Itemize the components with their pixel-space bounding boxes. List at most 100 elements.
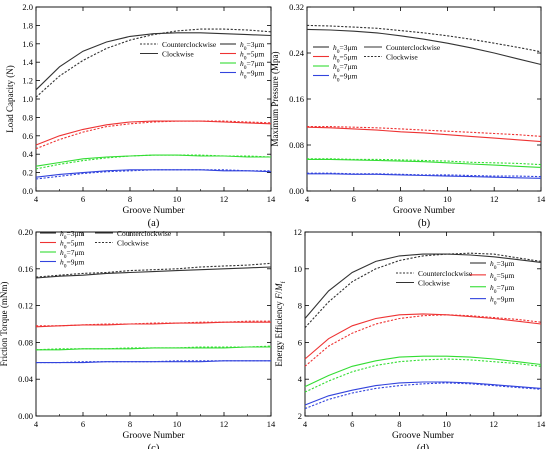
x-axis-label: Groove Number	[392, 431, 455, 441]
x-tick-label: 12	[490, 194, 499, 204]
x-tick-label: 8	[398, 194, 402, 204]
legend-h-sub: 0	[337, 49, 340, 55]
series-line-h9-dashed	[36, 360, 271, 364]
y-tick-label: 0.8	[22, 112, 33, 122]
legend: h0=3μmh0=5μmh0=7μmh0=9μmCounterclockwise…	[313, 43, 441, 84]
y-tick-label: 10	[294, 264, 303, 274]
y-axis-label: Maximum Pressure (Mpa)	[270, 52, 280, 147]
y-tick-label: 0.2	[22, 168, 33, 178]
y-axis-label: Friction Torque (mNm)	[0, 282, 9, 367]
legend-h-value: =3μm	[340, 43, 358, 52]
legend-h-symbol: h	[60, 258, 64, 267]
legend-h-symbol: h	[490, 259, 494, 268]
legend-h-sub: 0	[244, 75, 247, 81]
legend-label-h9: h0=9μm	[60, 258, 85, 270]
legend-h-sub: 0	[244, 46, 247, 52]
legend-h-symbol: h	[490, 295, 494, 304]
legend-h-sub: 0	[494, 265, 497, 271]
series-line-h7-solid	[35, 154, 271, 167]
x-tick-label: 4	[303, 419, 308, 429]
legend-h-sub: 0	[494, 289, 497, 295]
y-axis-label: Load Capacity (N)	[5, 65, 15, 132]
series-line-h7-dashed	[304, 358, 542, 393]
legend-h-value: =9μm	[497, 295, 515, 304]
panel-label: (c)	[148, 443, 160, 449]
legend-label-h3: h0=3μm	[333, 43, 358, 55]
series-line-h3-solid	[304, 253, 542, 319]
legend-h-sub: 0	[244, 56, 247, 62]
legend-h-symbol: h	[490, 271, 494, 280]
legend-h-value: =9μm	[67, 258, 85, 267]
legend-h-sub: 0	[337, 78, 340, 84]
legend-label-solid: Clockwise	[162, 50, 194, 59]
x-tick-label: 6	[352, 194, 356, 204]
y-axis-label-part: F	[274, 293, 284, 300]
x-axis-label: Groove Number	[123, 431, 186, 441]
series-line-h7-dashed	[35, 345, 272, 351]
legend: CounterclockwiseClockwiseh0=3μmh0=5μmh0=…	[396, 259, 515, 307]
legend-label-h5: h0=5μm	[60, 239, 85, 251]
y-tick-label: 4	[298, 374, 303, 384]
legend-h-sub: 0	[337, 68, 340, 74]
x-tick-label: 12	[490, 419, 499, 429]
legend-h-value: =7μm	[67, 248, 85, 257]
y-tick-label: 12	[294, 227, 303, 237]
y-tick-label: 6	[298, 337, 302, 347]
legend-h-sub: 0	[494, 277, 497, 283]
x-tick-label: 8	[128, 419, 132, 429]
panel-label: (a)	[148, 218, 160, 229]
legend-h-value: =3μm	[247, 40, 265, 49]
series-line-h3-solid	[35, 32, 272, 91]
legend-h-symbol: h	[490, 283, 494, 292]
series-line-h7-dashed	[35, 154, 272, 170]
legend-h-symbol: h	[333, 72, 337, 81]
y-tick-label: 0.20	[18, 227, 33, 237]
series-line-h3-dashed	[306, 24, 542, 53]
series-line-h3-dashed	[35, 262, 272, 278]
y-tick-label: 1.4	[22, 57, 33, 67]
y-axis-label-part: f	[280, 281, 287, 283]
legend-label-h5: h0=5μm	[490, 271, 515, 283]
series-line-h3-solid	[306, 28, 542, 66]
legend-label-h7: h0=7μm	[240, 59, 265, 71]
series-line-h5-solid	[35, 120, 272, 146]
x-axis-label: Groove Number	[123, 206, 186, 216]
legend-label-h7: h0=7μm	[490, 283, 515, 295]
legend-label-dashed: Clockwise	[386, 53, 418, 62]
x-tick-label: 4	[34, 419, 39, 429]
legend-h-sub: 0	[64, 235, 67, 241]
series-line-h5-solid	[304, 313, 542, 360]
y-tick-label: 0.6	[22, 131, 33, 141]
series-line-h9-dashed	[35, 169, 271, 180]
legend-h-sub: 0	[244, 65, 247, 71]
legend-label-h7: h0=7μm	[333, 62, 358, 74]
y-tick-label: 2.0	[22, 2, 33, 12]
legend-h-value: =5μm	[247, 50, 265, 59]
series-line-h9-solid	[35, 169, 272, 178]
x-tick-label: 4	[34, 194, 39, 204]
legend-label-h3: h0=3μm	[490, 259, 515, 271]
y-tick-label: 1.2	[22, 76, 33, 86]
legend-h-value: =5μm	[67, 239, 85, 248]
x-tick-label: 12	[220, 194, 229, 204]
legend-h-symbol: h	[333, 53, 337, 62]
y-tick-label: 1.8	[22, 20, 33, 30]
y-tick-label: 0.08	[289, 140, 304, 150]
y-axis-label: Energy Efficiency F/Mf	[274, 281, 287, 366]
x-tick-label: 8	[397, 419, 401, 429]
x-tick-label: 10	[173, 419, 182, 429]
y-axis-label-part: M	[274, 283, 284, 292]
y-tick-label: 0.16	[289, 94, 304, 104]
series-line-h5-dashed	[307, 126, 542, 137]
x-tick-label: 14	[267, 419, 276, 429]
y-axis-label-part: Energy Efficiency	[274, 299, 284, 367]
y-tick-label: 8	[298, 301, 302, 311]
legend-label-h3: h0=3μm	[60, 229, 85, 241]
legend-h-symbol: h	[240, 69, 244, 78]
x-tick-label: 12	[220, 419, 229, 429]
legend-label-h9: h0=9μm	[240, 69, 265, 81]
legend-h-symbol: h	[60, 248, 64, 257]
chart-panel-b: 4 6 8 10 12 14 0.00 0.08 0.16 0.24 0.32 Groove Numb…	[270, 2, 546, 229]
series-line-h3-dashed	[35, 28, 272, 98]
